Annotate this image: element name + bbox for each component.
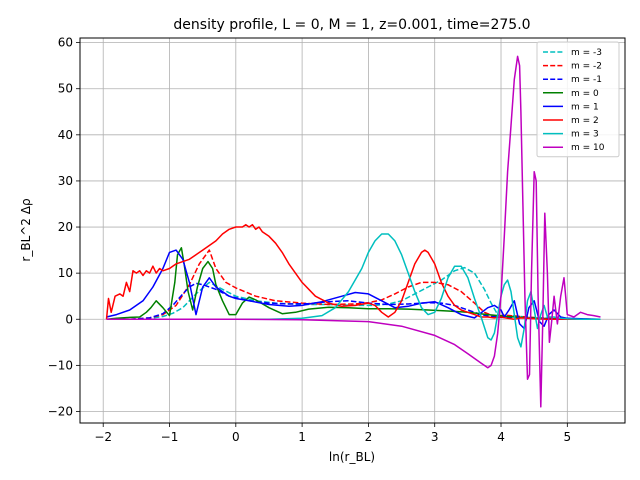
legend-entry-6: m = 3 [571,130,599,140]
x-axis-label: ln(r_BL) [329,450,375,464]
y-tick-label: 20 [58,220,73,234]
y-tick-label: −20 [48,404,73,418]
series-line-2 [106,282,601,321]
series-line-3 [106,247,601,321]
chart-title: density profile, L = 0, M = 1, z=0.001, … [173,17,530,33]
x-tick-label: 1 [298,430,306,444]
x-tick-label: 0 [232,430,240,444]
legend-entry-4: m = 1 [571,102,599,112]
legend-box [536,41,620,158]
y-tick-label: 50 [58,82,73,96]
legend-entry-7: m = 10 [571,143,605,153]
legend-entry-1: m = -2 [571,62,602,72]
x-tick-label: 4 [497,430,505,444]
y-tick-label: 0 [65,312,73,326]
legend-entry-5: m = 2 [571,116,599,126]
series-line-7 [106,55,601,408]
legend-entry-0: m = -3 [571,48,602,58]
x-tick-label: −2 [94,430,112,444]
y-tick-label: 60 [58,36,73,50]
legend: m = -3 m = -2 m = -1 m = 0 m = 1 m = 2 m = 3 m … [536,41,620,158]
y-tick-label: 40 [58,128,73,142]
y-tick-label: 30 [58,174,73,188]
y-tick-label: −10 [48,358,73,372]
x-tick-label: 2 [365,430,373,444]
plot-series [105,55,601,408]
x-tick-label: 3 [431,430,439,444]
legend-entry-3: m = 0 [571,89,599,99]
series-line-5 [105,223,601,321]
series-line-1 [106,249,601,321]
legend-entry-2: m = -1 [571,75,602,85]
y-axis-label: r_BL^2 Δρ [19,198,33,261]
y-tick-label: 10 [58,266,73,280]
x-tick-label: 5 [563,430,571,444]
x-tick-label: −1 [161,430,179,444]
series-line-6 [106,233,601,348]
plot-frame [79,37,626,424]
